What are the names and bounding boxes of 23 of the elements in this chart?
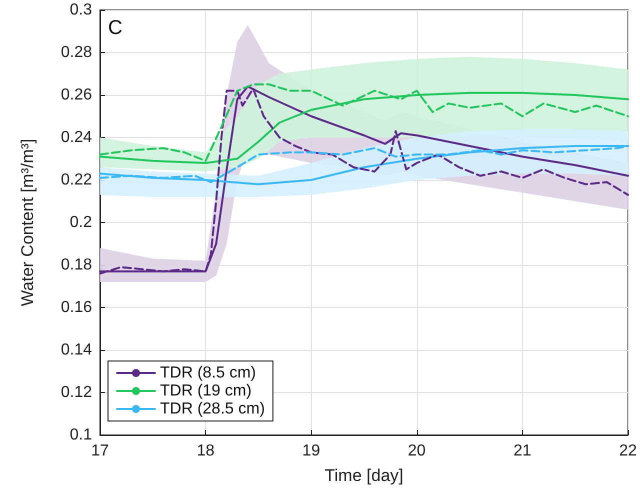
legend-label: TDR (19 cm) (160, 382, 252, 400)
y-tick-label: 0.26 (60, 86, 92, 104)
y-axis-title: Water Content [m³/m³] (18, 138, 37, 306)
y-tick-label: 0.1 (70, 426, 92, 444)
legend-label: TDR (8.5 cm) (160, 364, 256, 382)
legend-label: TDR (28.5 cm) (160, 400, 265, 418)
x-tick-label: 22 (619, 442, 637, 460)
y-tick-label: 0.14 (60, 342, 92, 358)
x-tick-label: 19 (302, 442, 320, 460)
y-tick-label: 0.16 (60, 299, 92, 316)
annotation: C (108, 17, 122, 39)
y-tick-label: 0.3 (70, 2, 92, 18)
y-tick-label: 0.12 (60, 384, 92, 401)
y-tick-label: 0.28 (60, 44, 92, 61)
y-tick-label: 0.22 (60, 172, 92, 188)
y-tick-label: 0.18 (60, 256, 92, 274)
x-tick-label: 21 (514, 442, 532, 460)
x-tick-label: 18 (196, 442, 215, 460)
x-tick-label: 17 (91, 442, 109, 460)
x-tick-label: 20 (408, 442, 426, 460)
y-tick-label: 0.24 (60, 129, 92, 146)
y-tick-label: 0.2 (70, 214, 92, 231)
x-axis-title: Time [day] (324, 466, 404, 485)
